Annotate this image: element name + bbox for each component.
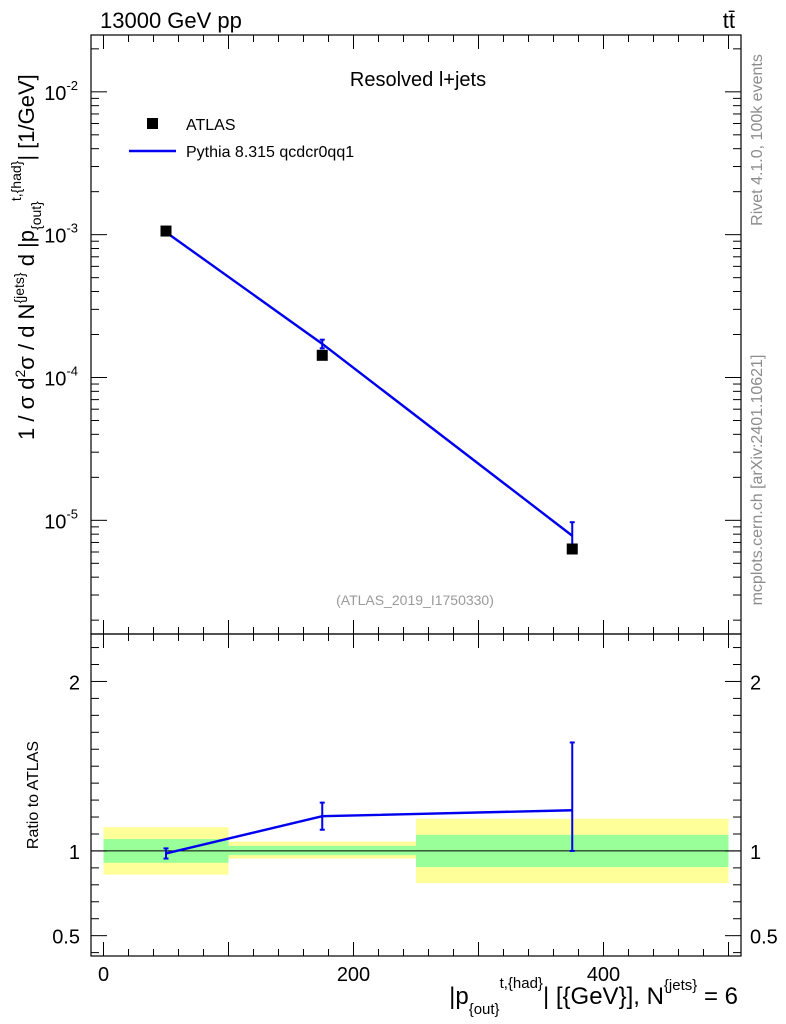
x-tick-label: 200 — [337, 964, 370, 986]
axis-ticks — [91, 35, 741, 956]
process-label: tt̄ — [723, 8, 735, 33]
main-y-axis-title: 1 / σ d2σ / d N{jets} d |p{out}t,{had}| … — [8, 74, 44, 440]
ratio-y-tick-label-right: 0.5 — [750, 927, 778, 949]
data-series — [160, 225, 578, 860]
tick-exponent: -4 — [66, 363, 78, 378]
main-atlas-point — [566, 543, 578, 555]
svg-text:|p{out}t,{had}| [{GeV}], N{jet: |p{out}t,{had}| [{GeV}], N{jets} = 6 — [449, 975, 738, 1018]
rivet-label: Rivet 4.1.0, 100k events — [749, 54, 766, 226]
legend-label-atlas: ATLAS — [186, 117, 236, 134]
energy-label: 13000 GeV pp — [100, 8, 242, 33]
tick-exponent: -5 — [66, 506, 78, 521]
ratio-y-tick-label-right: 1 — [750, 842, 761, 864]
svg-text:1 / σ d2σ / d N{jets} d |p{out: 1 / σ d2σ / d N{jets} d |p{out}t,{had}| … — [8, 74, 44, 440]
tick-base: 10 — [44, 226, 66, 248]
x-tick-label: 0 — [98, 964, 109, 986]
tick-exponent: -2 — [66, 78, 78, 93]
main-y-tick-label-3: 10-2 — [44, 78, 78, 105]
ratio-y-tick-label-right: 2 — [750, 672, 761, 694]
main-y-tick-label-2: 10-3 — [44, 221, 78, 248]
legend: ATLAS Pythia 8.315 qcdcr0qq1 — [129, 117, 354, 161]
ratio-panel-frame — [90, 633, 742, 957]
mcplots-label: mcplots.cern.ch [arXiv:2401.10621] — [749, 355, 766, 606]
main-pythia-line — [165, 231, 573, 537]
legend-label-pythia: Pythia 8.315 qcdcr0qq1 — [186, 144, 354, 161]
legend-marker-atlas — [147, 118, 158, 129]
tick-base: 10 — [44, 511, 66, 533]
ratio-y-tick-label-left: 0.5 — [52, 927, 80, 949]
main-y-tick-label-0: 10-5 — [44, 506, 78, 533]
main-atlas-point — [316, 349, 328, 361]
tick-base: 10 — [44, 83, 66, 105]
tick-base: 10 — [44, 368, 66, 390]
main-title: Resolved l+jets — [350, 69, 486, 91]
ratio-y-axis-title: Ratio to ATLAS — [25, 741, 42, 849]
tick-exponent: -3 — [66, 221, 78, 236]
main-atlas-point — [160, 225, 172, 237]
ratio-y-tick-label-left: 1 — [69, 842, 80, 864]
watermark: (ATLAS_2019_I1750330) — [336, 592, 494, 608]
main-y-tick-label-1: 10-4 — [44, 363, 78, 390]
ratio-y-tick-label-left: 2 — [69, 672, 80, 694]
x-axis-title: |p{out}t,{had}| [{GeV}], N{jets} = 6 — [449, 975, 738, 1018]
ratio-bands — [91, 818, 741, 884]
x-tick-label: 400 — [587, 964, 620, 986]
